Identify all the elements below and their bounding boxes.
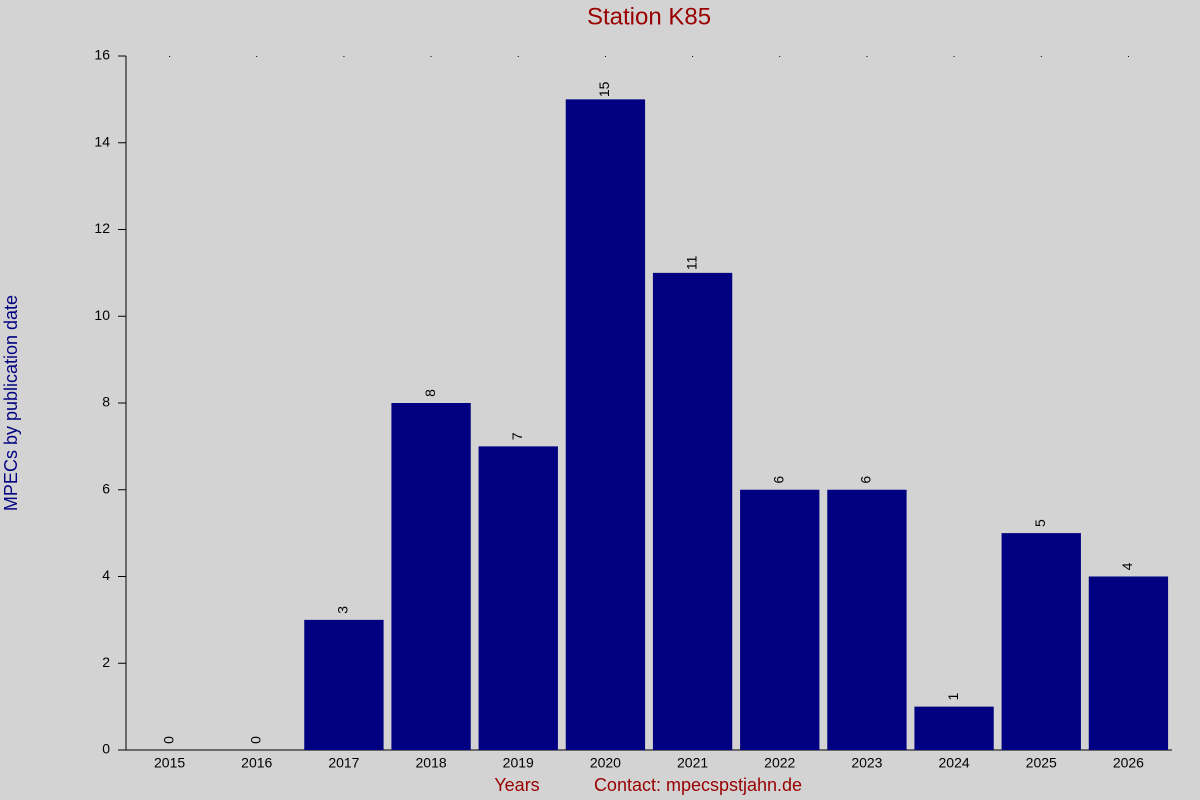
y-tick-label: 16 bbox=[94, 47, 110, 63]
value-label: 1 bbox=[945, 693, 961, 701]
value-label: 8 bbox=[422, 389, 438, 397]
x-tick-label: 2020 bbox=[590, 755, 621, 771]
value-label: 6 bbox=[770, 476, 786, 484]
bar bbox=[1001, 533, 1081, 750]
value-label: 0 bbox=[160, 736, 176, 744]
x-tick-dot bbox=[604, 56, 606, 57]
x-tick-dot bbox=[779, 56, 781, 57]
x-tick-dot bbox=[866, 56, 868, 57]
bar bbox=[1088, 576, 1169, 750]
x-tick-dot bbox=[256, 56, 258, 57]
x-tick-dot bbox=[953, 56, 955, 57]
y-axis-label: MPECs by publication date bbox=[1, 295, 21, 511]
x-tick-dot bbox=[1127, 56, 1129, 57]
bar bbox=[914, 706, 994, 750]
y-tick-label: 10 bbox=[94, 307, 110, 323]
x-tick-label: 2018 bbox=[416, 755, 447, 771]
bar bbox=[827, 489, 907, 750]
x-tick-label: 2024 bbox=[939, 755, 970, 771]
bar bbox=[740, 489, 820, 750]
bar bbox=[391, 403, 471, 750]
y-tick-label: 8 bbox=[102, 394, 110, 410]
x-tick-dot bbox=[430, 56, 432, 57]
x-tick-dot bbox=[692, 56, 694, 57]
y-tick-label: 6 bbox=[102, 480, 110, 496]
bar bbox=[478, 446, 558, 750]
y-tick-label: 4 bbox=[102, 567, 110, 583]
x-tick-label: 2015 bbox=[154, 755, 185, 771]
x-tick-dot bbox=[343, 56, 345, 57]
x-tick-label: 2022 bbox=[764, 755, 795, 771]
footer: Contact: mpecspstjahn.de bbox=[594, 775, 802, 795]
value-label: 11 bbox=[683, 255, 699, 270]
value-label: 3 bbox=[335, 606, 351, 614]
x-tick-label: 2021 bbox=[677, 755, 708, 771]
value-label: 0 bbox=[247, 736, 263, 744]
x-tick-label: 2026 bbox=[1113, 755, 1144, 771]
x-tick-label: 2023 bbox=[851, 755, 882, 771]
bar bbox=[565, 99, 646, 750]
bar bbox=[652, 272, 733, 750]
value-label: 15 bbox=[596, 81, 612, 97]
x-tick-dot bbox=[1040, 56, 1042, 57]
value-label: 6 bbox=[858, 476, 874, 484]
x-tick-dot bbox=[169, 56, 171, 57]
bar bbox=[304, 619, 384, 750]
y-tick-label: 14 bbox=[94, 133, 110, 149]
x-tick-label: 2025 bbox=[1026, 755, 1057, 771]
y-tick-label: 12 bbox=[94, 220, 110, 236]
x-tick-label: 2019 bbox=[503, 755, 534, 771]
x-tick-label: 2017 bbox=[328, 755, 359, 771]
value-label: 5 bbox=[1032, 519, 1048, 527]
value-label: 4 bbox=[1119, 562, 1135, 570]
y-tick-label: 0 bbox=[102, 741, 110, 757]
value-label: 7 bbox=[509, 432, 525, 440]
y-tick-label: 2 bbox=[102, 654, 110, 670]
x-axis-label: Years bbox=[494, 775, 539, 795]
x-tick-label: 2016 bbox=[241, 755, 272, 771]
chart-title: Station K85 bbox=[587, 3, 711, 30]
x-tick-dot bbox=[517, 56, 519, 57]
